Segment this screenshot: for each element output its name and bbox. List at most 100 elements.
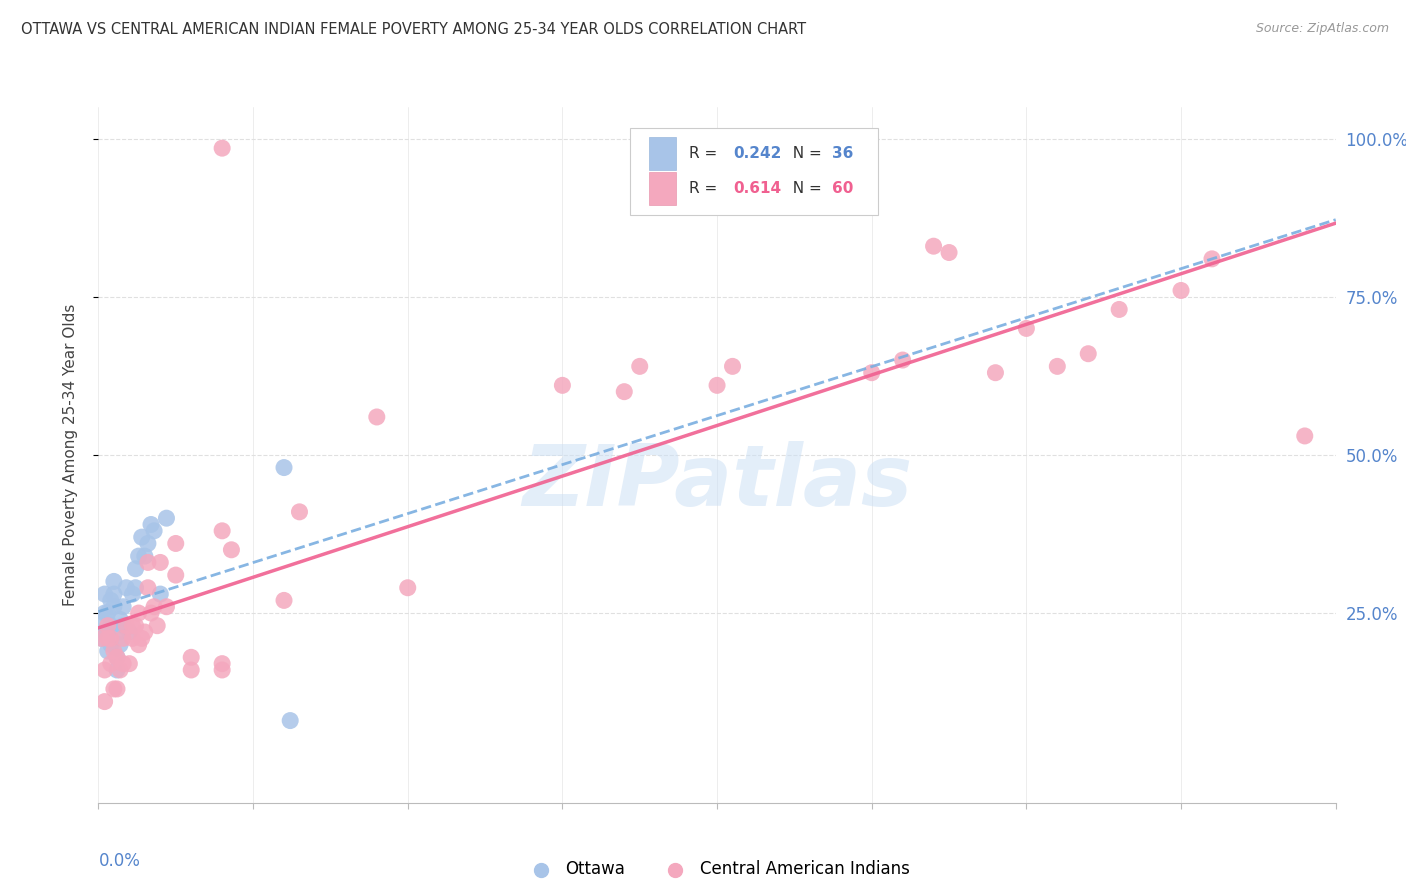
Point [90,632,112,646]
Text: Source: ZipAtlas.com: Source: ZipAtlas.com [1256,22,1389,36]
Point [115,581,138,595]
Point [139,606,162,620]
Point [103,681,125,696]
Point [97,632,120,646]
Point [115,618,138,632]
FancyBboxPatch shape [650,137,676,170]
Point [121,587,143,601]
Point [108,625,131,640]
Point [273,460,295,475]
Text: R =: R = [689,146,721,161]
Text: 36: 36 [832,146,853,161]
Point [211,524,233,538]
Point [721,359,744,374]
Point [100,657,122,671]
Point [143,524,166,538]
Point [118,657,141,671]
Point [105,650,128,665]
Point [143,599,166,614]
Point [105,681,128,696]
Point [124,618,146,632]
Point [366,409,388,424]
Y-axis label: Female Poverty Among 25-34 Year Olds: Female Poverty Among 25-34 Year Olds [63,304,77,606]
Text: 0.242: 0.242 [733,146,782,161]
Point [706,378,728,392]
Point [93,606,115,620]
Point [90,612,112,626]
Point [93,695,115,709]
Point [180,663,202,677]
Point [288,505,311,519]
Point [93,587,115,601]
Point [108,663,131,677]
Text: OTTAWA VS CENTRAL AMERICAN INDIAN FEMALE POVERTY AMONG 25-34 YEAR OLDS CORRELATI: OTTAWA VS CENTRAL AMERICAN INDIAN FEMALE… [21,22,806,37]
Point [105,650,128,665]
Point [613,384,636,399]
Point [93,663,115,677]
Point [93,625,115,640]
Point [1201,252,1223,266]
Point [938,245,960,260]
Point [180,650,202,665]
Point [90,632,112,646]
Point [1108,302,1130,317]
Point [112,657,135,671]
Point [136,581,159,595]
Point [131,632,153,646]
Point [97,618,120,632]
Point [1294,429,1316,443]
Point [628,359,651,374]
Text: 0.614: 0.614 [733,181,782,196]
Point [891,353,914,368]
Point [396,581,419,595]
Point [139,517,162,532]
Point [103,587,125,601]
Point [128,638,150,652]
Point [136,536,159,550]
Point [155,511,177,525]
Point [103,599,125,614]
Text: R =: R = [689,181,721,196]
Point [149,587,172,601]
Point [134,549,156,563]
Point [922,239,945,253]
Point [146,618,169,632]
Point [97,625,120,640]
Point [103,644,125,658]
Text: 0.0%: 0.0% [98,852,141,870]
Point [155,599,177,614]
Text: N =: N = [783,146,827,161]
Point [100,618,122,632]
Point [1170,284,1192,298]
Point [136,556,159,570]
Point [97,644,120,658]
Point [1046,359,1069,374]
Point [103,574,125,589]
Point [551,378,574,392]
Point [165,568,187,582]
Point [211,141,233,155]
Point [105,663,128,677]
Text: N =: N = [783,181,827,196]
Point [984,366,1007,380]
Point [134,625,156,640]
Point [121,632,143,646]
Text: 60: 60 [832,181,853,196]
Point [149,556,172,570]
Point [128,549,150,563]
Point [112,599,135,614]
Point [1015,321,1038,335]
Point [112,618,135,632]
Point [278,714,301,728]
Point [211,663,233,677]
FancyBboxPatch shape [630,128,877,215]
Legend: Ottawa, Central American Indians: Ottawa, Central American Indians [517,854,917,885]
Point [165,536,187,550]
Point [118,625,141,640]
Point [100,638,122,652]
Point [131,530,153,544]
Text: ZIPatlas: ZIPatlas [522,442,912,524]
Point [221,542,243,557]
Point [273,593,295,607]
Point [100,632,122,646]
